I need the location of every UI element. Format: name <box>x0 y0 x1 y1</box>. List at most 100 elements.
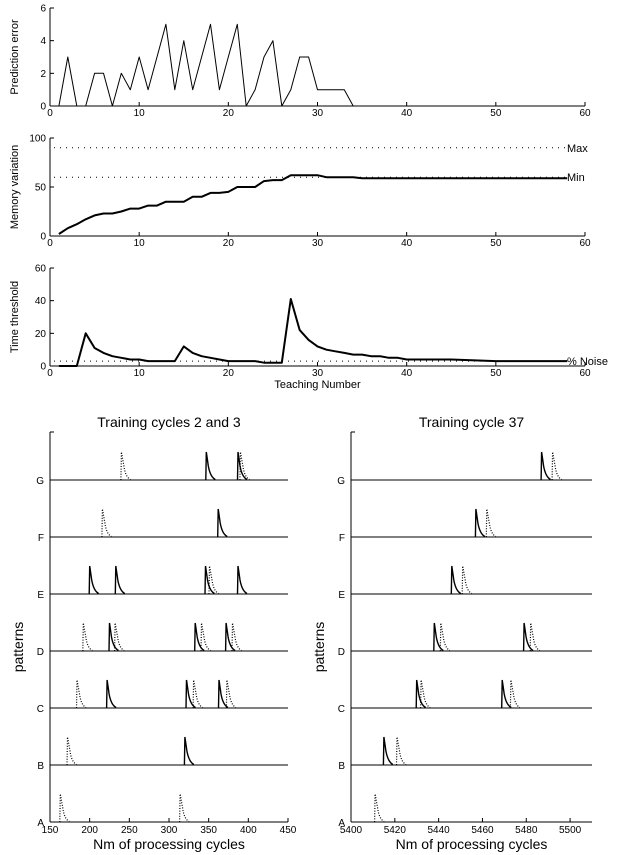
training-2-3-solid-spike-E <box>114 565 126 595</box>
training-37-dotted-spike-G <box>551 451 562 481</box>
training-2-3-row-label-D: D <box>37 647 44 658</box>
training-2-3-x-axis-label: Nm of processing cycles <box>93 836 245 852</box>
prediction-error-y-tick-label: 0 <box>40 102 46 113</box>
training-2-3-title: Training cycles 2 and 3 <box>97 414 241 430</box>
training-37-dotted-spike-A <box>374 793 385 823</box>
training-2-3-dotted-spike-C <box>75 679 87 709</box>
prediction-error-y-tick-label: 4 <box>40 36 46 47</box>
memory-variation-x-tick-label: 0 <box>47 238 53 249</box>
training-2-3-solid-spike-E <box>236 565 248 595</box>
training-2-3-dotted-spike-D <box>231 622 242 652</box>
prediction-error-x-tick-label: 40 <box>401 108 413 119</box>
training-2-3-x-tick-label: 200 <box>81 825 98 836</box>
training-2-3-solid-spike-F <box>217 508 228 538</box>
time-threshold-series-line <box>58 298 568 367</box>
training-37-dotted-spike-E <box>461 565 473 595</box>
training-37-x-tick-label: 5480 <box>515 825 538 836</box>
time-threshold-reference-label: % Noise <box>567 356 608 368</box>
training-37-dotted-spike-C <box>509 679 521 709</box>
training-37-x-tick-label: 5400 <box>340 825 363 836</box>
memory-variation-x-tick-label: 30 <box>312 238 324 249</box>
memory-variation-x-tick-label: 10 <box>134 238 146 249</box>
training-37-solid-spike-D <box>433 622 444 652</box>
training-37-x-tick-label: 5460 <box>471 825 494 836</box>
training-2-3-solid-spike-E <box>204 565 215 595</box>
time-threshold-x-tick-label: 40 <box>401 368 413 379</box>
training-2-3-dotted-spike-C <box>192 679 203 709</box>
prediction-error-y-axis-label: Prediction error <box>9 19 21 95</box>
training-2-3-solid-spike-D <box>224 622 236 652</box>
training-2-3-y-axis-label: patterns <box>10 622 26 673</box>
prediction-error-y-tick-label: 2 <box>40 69 46 80</box>
memory-variation-y-tick-label: 50 <box>35 183 47 194</box>
training-37-row-label-F: F <box>339 533 345 544</box>
training-37-row-label-E: E <box>338 590 345 601</box>
training-2-3-solid-spike-C <box>105 679 117 709</box>
training-37-x-tick-label: 5440 <box>428 825 451 836</box>
memory-variation-y-axis-label: Memory variation <box>9 145 21 229</box>
training-37-title: Training cycle 37 <box>419 414 525 430</box>
training-37-solid-spike-D <box>522 622 534 652</box>
memory-variation-y-tick-label: 100 <box>29 134 46 145</box>
training-37-solid-spike-E <box>450 565 462 595</box>
time-threshold-x-axis-label: Teaching Number <box>274 379 361 391</box>
training-2-3-x-tick-label: 350 <box>200 825 217 836</box>
memory-variation-x-tick-label: 20 <box>223 238 235 249</box>
training-2-3-dotted-spike-D <box>114 622 125 652</box>
training-2-3-solid-spike-C <box>217 679 229 709</box>
training-2-3-dotted-spike-A <box>59 793 70 823</box>
time-threshold-x-tick-label: 60 <box>579 368 591 379</box>
training-2-3-dotted-spike-E <box>208 565 219 595</box>
training-2-3-dotted-spike-B <box>66 736 77 766</box>
memory-variation-y-tick-label: 0 <box>40 232 46 243</box>
time-threshold-x-tick-label: 0 <box>47 368 53 379</box>
training-2-3-row-label-F: F <box>38 533 44 544</box>
training-37-row-label-C: C <box>338 704 345 715</box>
training-2-3-row-label-G: G <box>36 476 44 487</box>
time-threshold-x-tick-label: 10 <box>134 368 146 379</box>
training-2-3-solid-spike-C <box>185 679 196 709</box>
training-2-3-x-tick-label: 150 <box>42 825 59 836</box>
prediction-error-x-tick-label: 0 <box>47 108 53 119</box>
training-2-3-solid-spike-D <box>194 622 205 652</box>
training-2-3-solid-spike-E <box>88 565 100 595</box>
prediction-error-y-tick-label: 6 <box>40 4 46 15</box>
training-2-3-row-label-B: B <box>37 761 44 772</box>
training-37-x-tick-label: 5500 <box>559 825 582 836</box>
training-37-row-label-A: A <box>338 818 345 829</box>
memory-variation-reference-label: Max <box>567 143 588 155</box>
training-2-3-dotted-spike-D <box>200 622 211 652</box>
time-threshold-y-tick-label: 20 <box>35 329 47 340</box>
time-threshold-x-tick-label: 20 <box>223 368 235 379</box>
training-2-3-solid-spike-G <box>205 451 216 481</box>
training-2-3-x-tick-label: 300 <box>161 825 178 836</box>
training-37-dotted-spike-B <box>395 736 407 766</box>
training-2-3-dotted-spike-F <box>101 508 112 538</box>
prediction-error-x-tick-label: 50 <box>490 108 502 119</box>
training-2-3-row-label-C: C <box>37 704 44 715</box>
prediction-error-x-tick-label: 10 <box>134 108 146 119</box>
memory-variation-reference-label: Min <box>567 172 585 184</box>
training-2-3-row-label-A: A <box>37 818 44 829</box>
training-37-solid-spike-C <box>415 679 427 709</box>
time-threshold-y-tick-label: 40 <box>35 296 47 307</box>
training-2-3-solid-spike-D <box>108 622 119 652</box>
prediction-error-x-tick-label: 30 <box>312 108 324 119</box>
time-threshold-y-tick-label: 0 <box>40 362 46 373</box>
memory-variation-x-tick-label: 60 <box>579 238 591 249</box>
memory-variation-x-tick-label: 40 <box>401 238 413 249</box>
training-37-row-label-D: D <box>338 647 345 658</box>
prediction-error-series-line <box>58 23 559 107</box>
training-37-solid-spike-G <box>540 451 551 481</box>
training-37-dotted-spike-C <box>420 679 431 709</box>
training-2-3-x-tick-label: 450 <box>280 825 297 836</box>
training-37-solid-spike-C <box>501 679 512 709</box>
training-37-solid-spike-F <box>474 508 486 538</box>
time-threshold-x-tick-label: 30 <box>312 368 324 379</box>
training-37-row-label-G: G <box>337 476 345 487</box>
training-2-3-solid-spike-G <box>236 451 248 481</box>
training-2-3-dotted-spike-G <box>239 451 250 481</box>
training-2-3-solid-spike-B <box>183 736 195 766</box>
training-2-3-dotted-spike-G <box>120 451 131 481</box>
